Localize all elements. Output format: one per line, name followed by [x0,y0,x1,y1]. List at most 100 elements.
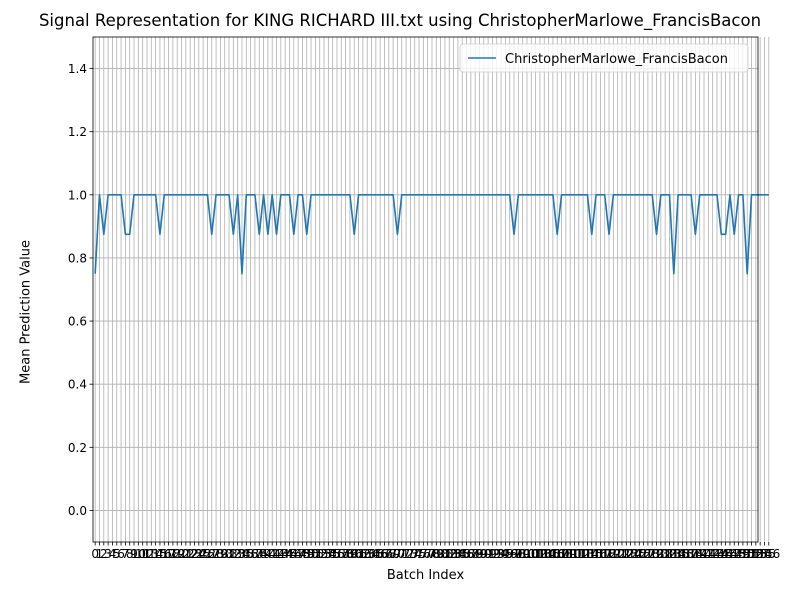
x-tick-label: 139 [684,547,707,561]
x-tick-label: 113 [572,547,595,561]
x-tick-label: 9 [130,547,138,561]
x-tick-label: 11 [135,547,150,561]
x-tick-label: 31 [221,547,236,561]
x-tick-label: 110 [559,547,582,561]
x-tick-label: 82 [442,547,457,561]
x-tick-label: 75 [411,547,426,561]
x-tick-label: 66 [373,547,388,561]
x-tick-label: 149 [727,547,750,561]
x-tick-label: 83 [446,547,461,561]
x-tick-label: 95 [498,547,513,561]
x-tick-label: 117 [589,547,612,561]
x-tick-label: 105 [537,547,560,561]
x-tick-label: 119 [598,547,621,561]
x-tick-label: 81 [437,547,452,561]
x-tick-label: 44 [278,547,293,561]
x-tick-label: 120 [602,547,625,561]
x-tick-label: 14 [148,547,163,561]
x-tick-label: 108 [550,547,573,561]
x-tick-label: 34 [234,547,249,561]
x-tick-label: 25 [195,547,210,561]
x-tick-label: 94 [493,547,508,561]
x-tick-label: 74 [407,547,422,561]
y-tick-label: 0.6 [68,315,87,329]
x-tick-label: 43 [273,547,288,561]
x-tick-label: 80 [433,547,448,561]
chart-title: Signal Representation for KING RICHARD I… [38,11,762,30]
x-tick-label: 124 [619,547,642,561]
x-tick-label: 13 [144,547,159,561]
plot-frame [92,36,759,543]
x-tick-label: 130 [645,547,668,561]
x-tick-label: 63 [360,547,375,561]
x-tick-label: 115 [580,547,603,561]
x-tick-label: 24 [191,547,206,561]
x-tick-label: 70 [390,547,405,561]
x-tick-label: 2 [100,547,108,561]
x-tick-label: 65 [368,547,383,561]
x-tick-label: 125 [623,547,646,561]
x-tick-label: 71 [394,547,409,561]
x-tick-label: 67 [377,547,392,561]
x-tick-label: 62 [355,547,370,561]
x-tick-label: 128 [636,547,659,561]
x-tick-label: 87 [463,547,478,561]
x-tick-label: 39 [256,547,271,561]
x-tick-label: 51 [308,547,323,561]
x-tick-label: 118 [593,547,616,561]
x-tick-label: 10 [131,547,146,561]
x-tick-label: 46 [286,547,301,561]
x-tick-label: 37 [247,547,262,561]
x-tick-label: 154 [749,547,772,561]
legend-box [459,43,749,73]
x-tick-label: 100 [516,547,539,561]
x-tick-label: 91 [480,547,495,561]
x-tick-label: 0 [91,547,99,561]
y-tick-label: 1.4 [68,62,87,76]
x-tick-label: 85 [455,547,470,561]
y-tick-label: 0.2 [68,441,87,455]
x-tick-label: 56 [329,547,344,561]
x-tick-label: 92 [485,547,500,561]
x-tick-label: 35 [239,547,254,561]
x-tick-label: 86 [459,547,474,561]
x-tick-label: 53 [316,547,331,561]
y-tick-label: 0.4 [68,378,87,392]
x-tick-label: 17 [161,547,176,561]
x-tick-label: 42 [269,547,284,561]
x-tick-label: 135 [667,547,690,561]
x-tick-label: 26 [200,547,215,561]
x-tick-label: 58 [338,547,353,561]
x-tick-label: 48 [295,547,310,561]
x-tick-label: 23 [187,547,202,561]
x-tick-label: 132 [654,547,677,561]
x-tick-label: 72 [398,547,413,561]
x-tick-label: 55 [325,547,340,561]
x-tick-label: 6 [117,547,125,561]
x-tick-label: 134 [662,547,685,561]
x-tick-label: 143 [701,547,724,561]
x-tick-label: 101 [520,547,543,561]
x-tick-label: 121 [606,547,629,561]
x-tick-label: 127 [632,547,655,561]
y-tick-label: 0.0 [68,504,87,518]
legend-label: ChristopherMarlowe_FrancisBacon [505,52,728,67]
x-tick-label: 18 [165,547,180,561]
x-tick-label: 148 [723,547,746,561]
x-tick-label: 144 [706,547,729,561]
x-tick-label: 38 [252,547,267,561]
x-tick-label: 111 [563,547,586,561]
x-tick-label: 69 [385,547,400,561]
x-tick-label: 33 [230,547,245,561]
x-tick-label: 8 [126,547,134,561]
series-line [94,194,769,275]
x-tick-label: 7 [122,547,130,561]
x-tick-label: 153 [744,547,767,561]
x-tick-label: 16 [157,547,172,561]
x-tick-label: 150 [731,547,754,561]
x-tick-label: 97 [506,547,521,561]
x-tick-label: 90 [476,547,491,561]
x-tick-label: 89 [472,547,487,561]
